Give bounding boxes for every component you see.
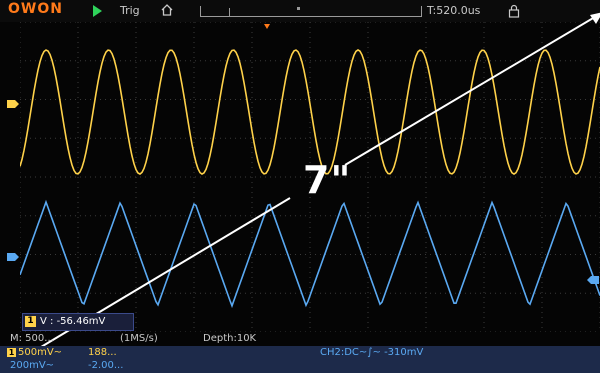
memory-depth[interactable]: Depth:10K bbox=[203, 333, 257, 344]
sample-rate: (1MS/s) bbox=[120, 333, 158, 344]
ch2-triangle-waveform bbox=[20, 199, 600, 309]
time-position: T:520.0us bbox=[427, 4, 481, 17]
brand-logo: OWON bbox=[8, 1, 63, 17]
ch2-value: -2.00... bbox=[88, 360, 124, 371]
trigger-level-marker[interactable] bbox=[586, 275, 600, 285]
home-icon[interactable] bbox=[160, 3, 174, 17]
acquisition-status: M: 500... (1MS/s) Depth:10K bbox=[0, 333, 600, 346]
cursor-value: V : -56.46mV bbox=[40, 316, 106, 327]
top-status-bar: OWON Trig T:520.0us bbox=[0, 0, 600, 22]
cursor-channel-badge: 1 bbox=[25, 316, 36, 327]
trigger-position-marker[interactable] bbox=[264, 24, 270, 29]
trigger-info[interactable]: CH2:DC~∫~ -310mV bbox=[320, 347, 424, 358]
waveform-grid bbox=[20, 22, 600, 332]
channel-info-panel: 1 500mV~ 188... 200mV~ -2.00... CH2:DC~∫… bbox=[0, 346, 600, 373]
run-icon[interactable] bbox=[93, 5, 102, 17]
timeline-marker bbox=[229, 8, 230, 16]
timebase[interactable]: M: 500... bbox=[10, 333, 54, 344]
ch1-scale[interactable]: 500mV~ bbox=[18, 347, 63, 358]
lock-icon[interactable] bbox=[508, 4, 520, 18]
ch1-frequency: 188... bbox=[88, 347, 117, 358]
ch1-sine-waveform bbox=[20, 49, 600, 175]
timeline-window bbox=[297, 7, 300, 10]
ch2-scale[interactable]: 200mV~ bbox=[10, 360, 55, 371]
ch1-level-marker[interactable] bbox=[6, 99, 20, 109]
ch2-level-marker[interactable] bbox=[6, 252, 20, 262]
screen-size-label: 7" bbox=[303, 158, 352, 202]
cursor-readout: 1 V : -56.46mV bbox=[22, 313, 134, 331]
ch1-badge[interactable]: 1 bbox=[7, 348, 16, 357]
memory-timeline bbox=[200, 6, 422, 17]
trigger-status: Trig bbox=[120, 4, 140, 17]
